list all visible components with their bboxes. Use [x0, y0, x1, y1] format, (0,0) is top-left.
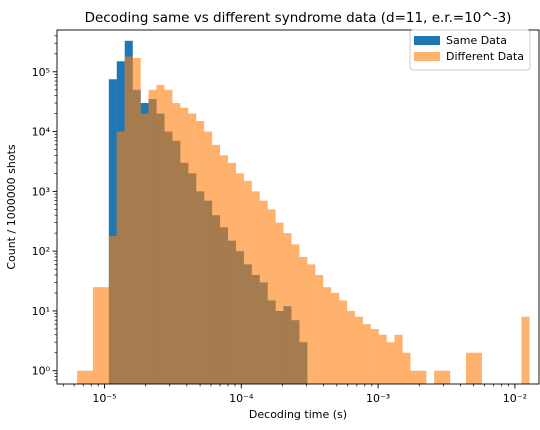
x-tick-label: 10⁻³	[366, 392, 390, 405]
bar-different-data	[211, 144, 221, 384]
bar-different-data	[362, 324, 371, 384]
bar-different-data	[116, 131, 125, 384]
legend: Same Data Different Data	[409, 29, 531, 71]
bar-different-data	[204, 131, 213, 384]
axes-frame	[56, 29, 540, 385]
bar-different-data	[370, 328, 379, 384]
y-tick-label: 10⁵	[32, 66, 50, 79]
bar-different-data	[243, 180, 252, 384]
x-tick-label: 10⁻²	[503, 392, 527, 405]
bar-different-data	[196, 121, 205, 385]
bar-different-data	[77, 370, 86, 384]
bar-different-data	[378, 334, 387, 384]
bar-different-data	[299, 256, 308, 384]
y-axis-ticks: 10⁰ 10¹ 10² 10³ 10⁴ 10⁵	[32, 35, 57, 381]
bar-different-data	[132, 58, 141, 384]
bar-different-data	[315, 274, 324, 384]
bar-different-data	[148, 89, 157, 384]
bar-different-data	[354, 316, 363, 384]
chart-title: Decoding same vs different syndrome data…	[85, 10, 512, 26]
x-axis-label: Decoding time (s)	[249, 408, 347, 421]
bar-different-data	[521, 316, 530, 384]
bar-different-data	[338, 300, 348, 384]
bar-different-data	[465, 352, 475, 384]
bar-different-data	[307, 264, 316, 384]
x-tick-label: 10⁻⁴	[229, 392, 254, 405]
legend-swatch-different-data	[414, 52, 440, 61]
bar-different-data	[108, 235, 117, 384]
y-axis-label: Count / 1000000 shots	[5, 144, 18, 270]
series-different-data	[77, 56, 530, 385]
bar-different-data	[402, 352, 411, 384]
bar-different-data	[410, 370, 419, 384]
bar-different-data	[267, 209, 276, 384]
bar-different-data	[418, 370, 427, 384]
legend-label-same-data: Same Data	[446, 34, 507, 47]
bar-different-data	[434, 370, 443, 384]
bar-different-data	[235, 173, 244, 384]
legend-swatch-same-data	[414, 36, 440, 45]
bar-different-data	[227, 162, 236, 384]
bar-different-data	[188, 113, 197, 384]
bar-different-data	[331, 292, 340, 384]
bar-different-data	[283, 233, 292, 384]
bar-different-data	[251, 191, 260, 384]
x-axis-ticks: 10⁻⁵ 10⁻⁴ 10⁻³ 10⁻²	[62, 384, 527, 405]
plot-area	[77, 40, 530, 385]
bar-different-data	[259, 200, 268, 384]
bar-different-data	[100, 287, 109, 384]
bar-different-data	[291, 244, 300, 384]
bar-different-data	[156, 85, 165, 385]
bar-different-data	[442, 370, 451, 384]
bar-different-data	[180, 107, 189, 384]
y-tick-label: 10⁰	[32, 365, 51, 378]
y-tick-label: 10⁴	[32, 126, 51, 139]
bar-different-data	[323, 287, 332, 384]
bar-different-data	[164, 89, 173, 384]
bar-different-data	[386, 342, 395, 384]
bar-different-data	[92, 287, 102, 384]
bar-different-data	[172, 103, 181, 385]
bar-different-data	[85, 370, 94, 384]
x-tick-label: 10⁻⁵	[92, 392, 116, 405]
bar-different-data	[346, 310, 355, 384]
y-tick-label: 10²	[32, 245, 50, 258]
legend-label-different-data: Different Data	[446, 50, 524, 63]
bar-different-data	[473, 352, 482, 384]
bar-same-data	[108, 79, 117, 384]
y-tick-label: 10¹	[32, 305, 50, 318]
bar-different-data	[219, 155, 229, 384]
bar-different-data	[140, 113, 149, 384]
bar-different-data	[124, 56, 133, 384]
bar-different-data	[394, 334, 403, 384]
bar-different-data	[275, 222, 284, 384]
y-tick-label: 10³	[32, 185, 50, 198]
